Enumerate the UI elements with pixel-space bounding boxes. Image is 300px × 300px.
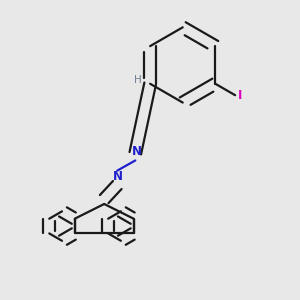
Text: N: N: [113, 170, 123, 183]
Text: N: N: [132, 145, 142, 158]
Text: H: H: [134, 76, 142, 85]
Text: I: I: [238, 89, 242, 102]
